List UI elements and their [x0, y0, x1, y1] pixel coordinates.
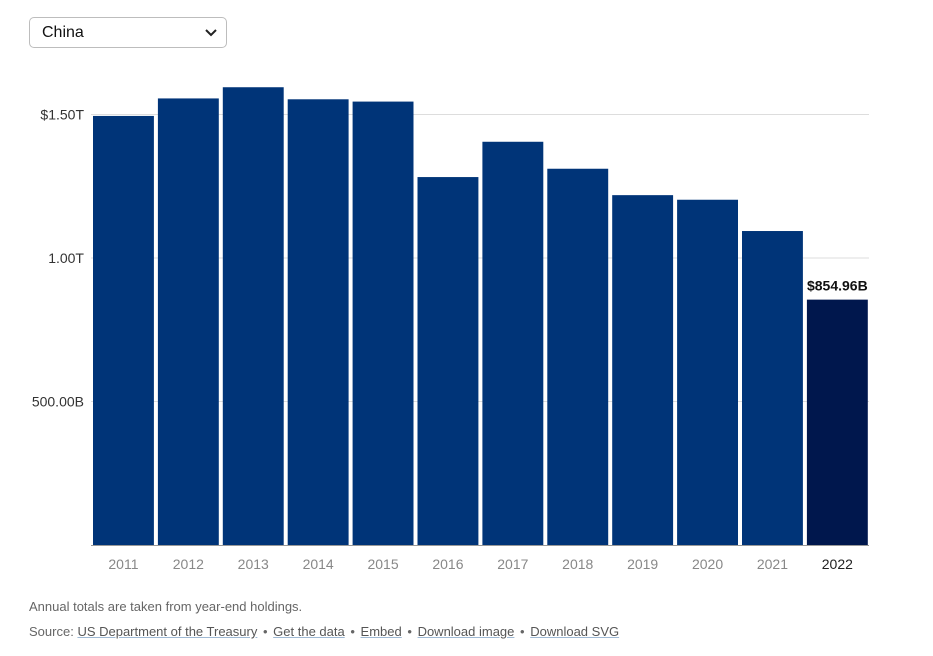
x-tick-label: 2012 [173, 556, 204, 572]
country-select[interactable]: China [29, 17, 227, 48]
y-tick-label: 500.00B [32, 394, 84, 410]
x-tick-label: 2022 [822, 556, 853, 572]
source-line: Source: US Department of the Treasury • … [29, 624, 619, 639]
bar-2014 [287, 99, 349, 545]
separator: • [262, 624, 268, 639]
separator: • [350, 624, 355, 639]
x-tick-label: 2020 [692, 556, 723, 572]
x-tick-label: 2017 [497, 556, 528, 572]
data-label: $854.96B [807, 278, 868, 294]
footnote: Annual totals are taken from year-end ho… [29, 599, 303, 614]
bar-2013 [222, 87, 284, 546]
bar-2022 [806, 299, 868, 545]
bar-2016 [417, 177, 479, 546]
x-tick-label: 2015 [367, 556, 398, 572]
country-select-value: China [42, 23, 84, 41]
x-tick-label: 2021 [757, 556, 788, 572]
source-prefix: Source: [29, 624, 74, 639]
link-download-svg[interactable]: Download SVG [530, 624, 620, 639]
link-get-data[interactable]: Get the data [273, 624, 345, 639]
bar-2017 [482, 141, 544, 545]
x-tick-label: 2014 [303, 556, 334, 572]
y-tick-label: 1.00T [48, 250, 84, 266]
link-treasury[interactable]: US Department of the Treasury [77, 624, 258, 639]
bar-2020 [677, 199, 738, 545]
x-tick-label: 2013 [238, 556, 269, 572]
link-embed[interactable]: Embed [360, 624, 402, 639]
bar-2011 [93, 115, 154, 545]
y-tick-label: $1.50T [40, 107, 84, 123]
separator: • [520, 624, 525, 639]
x-tick-label: 2011 [108, 556, 138, 572]
bar-2019 [612, 195, 674, 545]
bar-chart: 500.00B 1.00T $1.50T 2011 2012 2013 2014 2015 20… [32, 87, 869, 572]
x-tick-label: 2016 [432, 556, 463, 572]
bar-2012 [157, 98, 219, 545]
x-tick-label: 2019 [627, 556, 658, 572]
bar-2018 [547, 168, 609, 546]
bar-2021 [742, 231, 803, 545]
x-tick-label: 2018 [562, 556, 593, 572]
separator: • [407, 624, 412, 639]
bar-2015 [352, 101, 414, 546]
chevron-down-icon [204, 26, 218, 40]
link-download-image[interactable]: Download image [417, 624, 515, 639]
